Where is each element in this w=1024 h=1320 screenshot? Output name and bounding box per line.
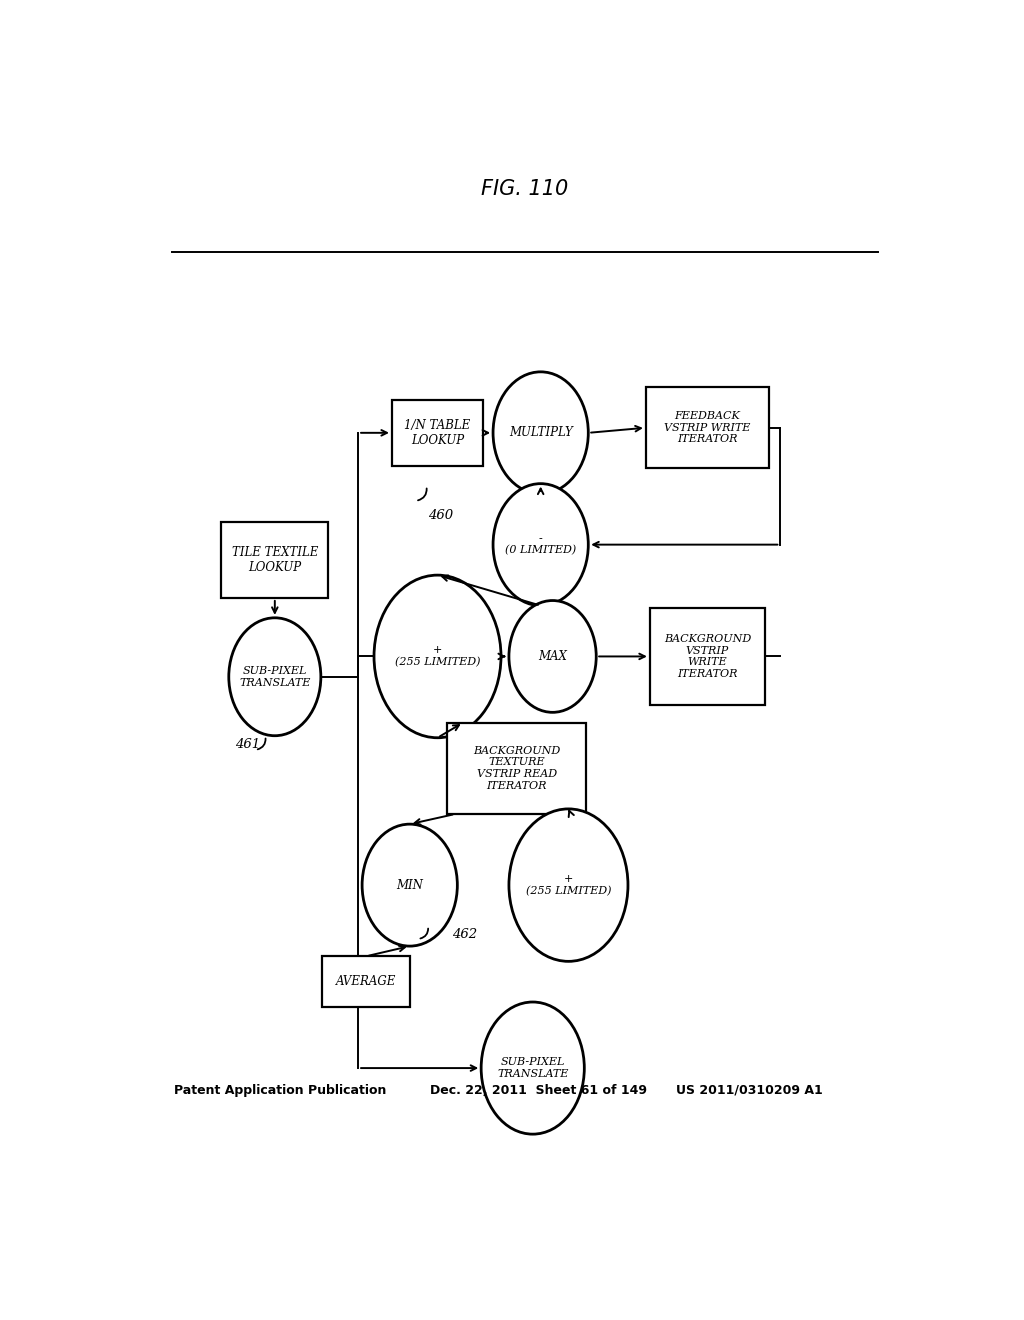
Text: FEEDBACK
VSTRIP WRITE
ITERATOR: FEEDBACK VSTRIP WRITE ITERATOR — [665, 411, 751, 445]
Text: 1/N TABLE
LOOKUP: 1/N TABLE LOOKUP — [404, 418, 471, 447]
Circle shape — [494, 483, 588, 606]
Circle shape — [509, 809, 628, 961]
Circle shape — [228, 618, 321, 735]
Text: +
(255 LIMITED): + (255 LIMITED) — [525, 874, 611, 896]
FancyBboxPatch shape — [323, 956, 410, 1007]
Text: SUB-PIXEL
TRANSLATE: SUB-PIXEL TRANSLATE — [240, 667, 310, 688]
Text: US 2011/0310209 A1: US 2011/0310209 A1 — [676, 1084, 822, 1097]
FancyBboxPatch shape — [646, 387, 769, 469]
FancyBboxPatch shape — [447, 722, 587, 814]
Text: FIG. 110: FIG. 110 — [481, 180, 568, 199]
Circle shape — [362, 824, 458, 946]
Circle shape — [481, 1002, 585, 1134]
Text: -
(0 LIMITED): - (0 LIMITED) — [505, 533, 577, 556]
Text: TILE TEXTILE
LOOKUP: TILE TEXTILE LOOKUP — [231, 546, 318, 574]
Text: +
(255 LIMITED): + (255 LIMITED) — [395, 645, 480, 668]
Text: AVERAGE: AVERAGE — [336, 975, 396, 989]
Text: BACKGROUND
TEXTURE
VSTRIP READ
ITERATOR: BACKGROUND TEXTURE VSTRIP READ ITERATOR — [473, 746, 560, 791]
Text: Dec. 22, 2011  Sheet 61 of 149: Dec. 22, 2011 Sheet 61 of 149 — [430, 1084, 646, 1097]
Text: BACKGROUND
VSTRIP
WRITE
ITERATOR: BACKGROUND VSTRIP WRITE ITERATOR — [664, 634, 751, 678]
Text: Patent Application Publication: Patent Application Publication — [174, 1084, 386, 1097]
Text: MIN: MIN — [396, 879, 423, 891]
Text: MAX: MAX — [539, 649, 567, 663]
Text: MULTIPLY: MULTIPLY — [509, 426, 572, 440]
Text: 461: 461 — [236, 738, 260, 751]
Circle shape — [374, 576, 501, 738]
FancyBboxPatch shape — [650, 609, 765, 705]
Circle shape — [494, 372, 588, 494]
Text: 460: 460 — [428, 510, 453, 521]
FancyBboxPatch shape — [221, 521, 329, 598]
Text: SUB-PIXEL
TRANSLATE: SUB-PIXEL TRANSLATE — [497, 1057, 568, 1078]
FancyBboxPatch shape — [392, 400, 483, 466]
Text: 462: 462 — [452, 928, 477, 941]
Circle shape — [509, 601, 596, 713]
